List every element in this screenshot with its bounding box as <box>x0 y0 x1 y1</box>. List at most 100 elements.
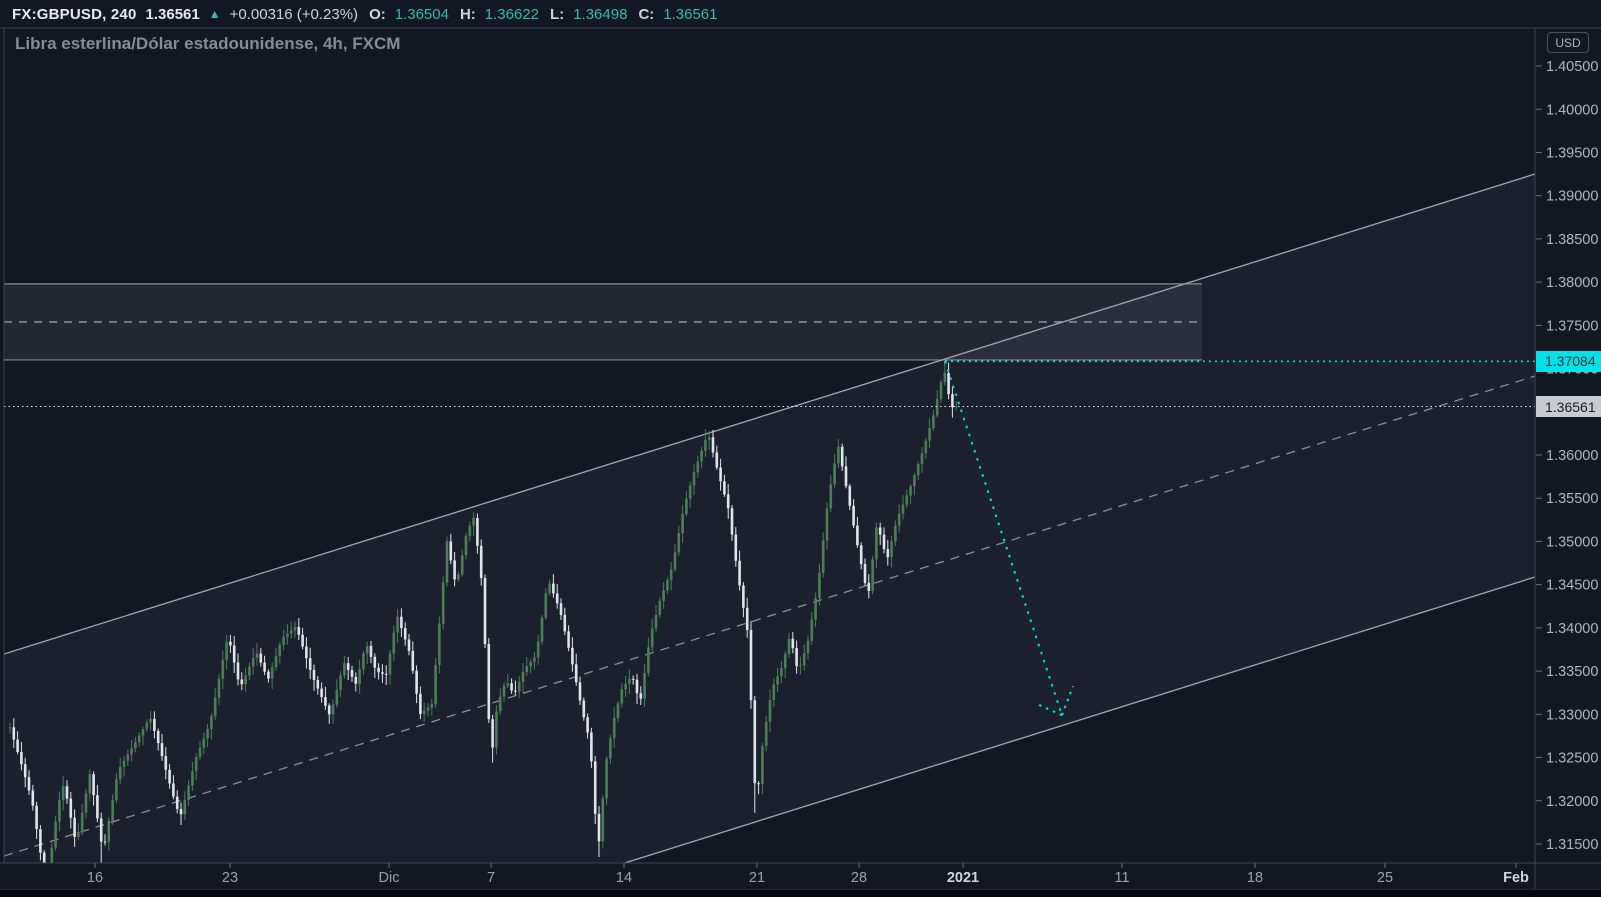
candle-body <box>609 738 612 759</box>
candle-body <box>544 593 548 618</box>
candle-body <box>768 699 772 722</box>
candle-body <box>346 663 350 671</box>
candle-body <box>479 545 483 578</box>
candle-body <box>107 820 111 842</box>
candle-body <box>20 751 23 765</box>
candle-body <box>593 761 597 814</box>
price-change: +0.00316 (+0.23%) <box>229 5 359 23</box>
candle-body <box>331 704 335 715</box>
candle-body <box>12 727 16 740</box>
candle-body <box>745 607 749 631</box>
candle-body <box>658 600 662 615</box>
currency-badge[interactable]: USD <box>1547 32 1589 53</box>
candle-body <box>232 645 236 663</box>
candle-body <box>31 790 35 806</box>
candle-body <box>156 730 160 744</box>
candle-body <box>210 716 213 729</box>
candle-body <box>88 774 92 794</box>
candle-body <box>555 593 559 604</box>
candle-body <box>612 717 616 739</box>
high-value: 1.36622 <box>484 5 540 23</box>
candle-body <box>422 710 426 714</box>
open-label: O: <box>369 5 386 23</box>
time-tick-label: 14 <box>616 870 632 886</box>
candle-body <box>35 805 38 830</box>
candle-body <box>244 675 247 685</box>
candle-body <box>103 841 107 843</box>
candle-body <box>115 779 118 801</box>
candle-body <box>650 628 654 648</box>
candle-body <box>757 783 760 785</box>
candle-body <box>149 718 152 723</box>
candle-body <box>852 505 855 526</box>
channel-upper-line[interactable] <box>4 173 1535 655</box>
candle-body <box>704 439 707 451</box>
price-tick-label: 1.33500 <box>1546 664 1598 680</box>
candle-body <box>430 704 434 708</box>
candle-body <box>282 636 285 645</box>
channel-mid-line[interactable] <box>4 375 1535 857</box>
candle-body <box>255 653 259 658</box>
candle-body <box>426 707 430 711</box>
candle-body <box>552 583 555 594</box>
candle-body <box>628 678 631 684</box>
candle-body <box>510 683 513 691</box>
price-tick-label: 1.36000 <box>1546 448 1598 464</box>
time-tick-label: 11 <box>1114 870 1129 886</box>
candle-body <box>396 616 399 633</box>
candle-body <box>707 437 711 440</box>
candle-body <box>517 681 521 692</box>
candle-body <box>217 678 221 698</box>
candle-body <box>666 579 669 591</box>
candle-body <box>8 727 12 729</box>
price-tick-label: 1.35000 <box>1546 534 1598 550</box>
candle-body <box>654 614 658 629</box>
candle-body <box>491 719 494 748</box>
close-value: 1.36561 <box>663 5 718 23</box>
candle-body <box>221 660 225 679</box>
candle-body <box>563 614 567 632</box>
time-tick-label: 7 <box>487 870 495 886</box>
candle-body <box>935 399 939 416</box>
price-tick-label: 1.34500 <box>1546 578 1598 594</box>
candle-body <box>951 394 954 408</box>
candle-body <box>734 534 738 561</box>
candle-body <box>867 582 871 591</box>
candle-body <box>168 769 171 784</box>
candle-body <box>118 766 122 780</box>
candle-body <box>540 617 544 642</box>
candle-body <box>373 656 377 668</box>
time-tick-label: Dic <box>379 870 400 886</box>
candle-body <box>472 518 475 526</box>
candle-body <box>286 633 289 637</box>
candle-body <box>365 646 369 654</box>
candle-body <box>597 813 601 842</box>
candle-body <box>783 653 787 669</box>
candle-body <box>460 555 464 575</box>
candle-body <box>293 627 297 631</box>
candle-body <box>99 818 103 842</box>
candle-body <box>453 560 456 580</box>
candle-body <box>821 540 825 573</box>
candle-body <box>438 623 441 665</box>
price-axis[interactable]: 1.40500 1.40000 1.39500 1.39000 1.38500 1.380… <box>1536 59 1598 853</box>
candle-body <box>179 808 183 815</box>
symbol-description[interactable]: Libra esterlina/Dólar estadounidense, 4h… <box>15 34 401 53</box>
candle-body <box>153 718 156 731</box>
candle-body <box>194 757 198 772</box>
candle-body <box>327 705 331 715</box>
time-tick-label: 21 <box>749 870 765 886</box>
candle-body <box>514 690 517 692</box>
candle-body <box>77 831 80 837</box>
candle-body <box>369 646 373 657</box>
candle-body <box>943 373 947 383</box>
symbol-interval[interactable]: FX:GBPUSD, 240 <box>12 5 137 23</box>
candle-body <box>863 564 867 583</box>
candle-body <box>274 656 278 668</box>
candle-body <box>669 569 673 580</box>
supply-zone-fill[interactable] <box>4 283 1202 360</box>
time-axis[interactable]: 16 23 Dic 7 14 21 28 2021 11 18 25 Feb <box>87 863 1529 886</box>
channel-lower-line[interactable] <box>4 576 1535 897</box>
candle-body <box>145 722 149 730</box>
